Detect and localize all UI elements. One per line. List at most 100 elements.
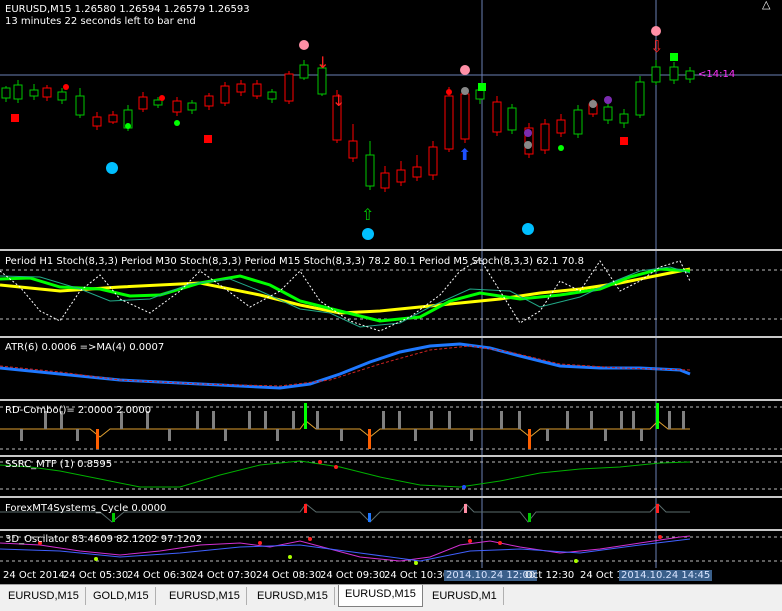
- crosshair-time-tick: 2014.10.24 14:45: [619, 570, 713, 581]
- candle-body: [556, 119, 566, 134]
- oscillator-lines: [0, 531, 782, 568]
- cycle-line: [0, 503, 690, 523]
- candle-body: [365, 154, 375, 187]
- tab-eurusd-m1[interactable]: EURUSD,M1: [426, 587, 504, 605]
- time-tick: 24 Oct 08:30: [256, 570, 322, 581]
- stoch-h1-line: [0, 267, 691, 315]
- rd-combo-bars: [0, 401, 782, 455]
- candle-body: [299, 64, 309, 79]
- stoch-m15-line: [0, 266, 691, 328]
- tab-eurusd-m15-active[interactable]: EURUSD,M15: [338, 585, 423, 607]
- rd-bar: [640, 429, 643, 441]
- rd-bar: [668, 411, 671, 429]
- rd-bar: [224, 429, 227, 441]
- candle-body: [348, 140, 358, 159]
- rd-bar: [398, 411, 401, 429]
- bar-timer: 13 minutes 22 seconds left to bar end: [5, 16, 196, 27]
- down-arrow-icon: ⇩: [650, 37, 663, 56]
- candle-body: [412, 166, 422, 178]
- candle-body: [475, 89, 485, 100]
- down-arrow-icon: ↓: [316, 53, 329, 72]
- rd-bar: [196, 411, 199, 429]
- candle-body: [92, 116, 102, 127]
- time-tick: 24 Oct 06:30: [127, 570, 193, 581]
- main-chart-pane[interactable]: ↓ ↓ ⇩ ⇧ ⬆ EURUSD,M15 1.26580 1.26594 1.26579…: [0, 0, 782, 249]
- oscillator-signal-line: [0, 538, 691, 562]
- atr-line: [0, 342, 691, 390]
- signal-dot: [446, 89, 452, 95]
- rd-combo-pane[interactable]: RD-Combo()= 2.0000 2.0000: [0, 401, 782, 455]
- candle-body: [396, 169, 406, 183]
- candle-body: [187, 102, 197, 111]
- stoch-pane[interactable]: Period H1 Stoch(8,3,3) Period M30 Stoch(…: [0, 251, 782, 336]
- time-axis: 24 Oct 2014 24 Oct 05:30 24 Oct 06:30 24…: [0, 568, 782, 584]
- rd-bar: [414, 429, 417, 441]
- signal-dot: [604, 96, 612, 104]
- rd-bar: [60, 411, 63, 429]
- signal-dot: [589, 100, 597, 108]
- candle-body: [267, 91, 277, 100]
- candle-body: [492, 101, 502, 133]
- oscillator-dot: [258, 541, 262, 545]
- ssrc-dot: [318, 460, 322, 464]
- ssrc-dot: [462, 485, 466, 489]
- oscillator-dot: [94, 557, 98, 561]
- oscillator-label: 3D_Oscilator 83.4609 82.1202 97.1202: [5, 534, 203, 545]
- ssrc-label: SSRC_MTF (1) 0.8595: [5, 459, 113, 470]
- oscillator-dot: [574, 559, 578, 563]
- rd-bar: [212, 411, 215, 429]
- close-icon[interactable]: △: [762, 0, 771, 11]
- signal-dot: [174, 120, 180, 126]
- oscillator-dot: [288, 555, 292, 559]
- rd-bar: [292, 411, 295, 429]
- atr-ma-line: [0, 345, 691, 387]
- candle-body: [317, 67, 327, 95]
- signal-dot: [63, 84, 69, 90]
- rd-bar: [632, 411, 635, 429]
- oscillator-dot: [308, 537, 312, 541]
- stoch-lines: [0, 251, 782, 336]
- signal-dot: [125, 123, 131, 129]
- tab-eurusd-m15[interactable]: EURUSD,M15: [163, 587, 247, 605]
- signal-dot: [524, 129, 532, 137]
- rd-bar: [500, 411, 503, 429]
- candle-body: [619, 113, 629, 124]
- rd-bar: [620, 411, 623, 429]
- rd-bar: [546, 429, 549, 441]
- signal-dot: [651, 26, 661, 36]
- time-tick: 24 Oct 10:30: [384, 570, 450, 581]
- ssrc-line: [0, 460, 691, 488]
- rd-bar: [120, 411, 123, 429]
- candle-body: [75, 95, 85, 116]
- oscillator-dot: [468, 539, 472, 543]
- candle-body: [380, 172, 390, 189]
- candle-body: [685, 70, 695, 80]
- candle-body: [540, 123, 550, 151]
- oscillator-pane[interactable]: 3D_Oscilator 83.4609 82.1202 97.1202: [0, 531, 782, 568]
- atr-pane[interactable]: ATR(6) 0.0006 =>MA(4) 0.0007: [0, 338, 782, 399]
- candle-body: [669, 66, 679, 81]
- cycle-signal: [656, 504, 659, 513]
- candle-body: [236, 83, 246, 93]
- rd-bar: [382, 411, 385, 429]
- rd-bar: [566, 411, 569, 429]
- rd-bar: [44, 411, 47, 429]
- ssrc-line: [0, 457, 782, 496]
- chart-tabs: EURUSD,M15 GOLD,M15 EURUSD,M15 EURUSD,M1…: [0, 584, 782, 611]
- rd-signal-bar: [368, 429, 371, 449]
- tab-eurusd-m15[interactable]: EURUSD,M15: [2, 587, 86, 605]
- rd-bar: [340, 429, 343, 441]
- stoch-label: Period H1 Stoch(8,3,3) Period M30 Stoch(…: [5, 256, 584, 267]
- ssrc-pane[interactable]: SSRC_MTF (1) 0.8595: [0, 457, 782, 496]
- tab-eurusd-m15[interactable]: EURUSD,M15: [251, 587, 335, 605]
- candle-body: [1, 87, 11, 99]
- rd-bar: [604, 429, 607, 441]
- rd-bar: [168, 429, 171, 441]
- candle-body: [42, 87, 52, 98]
- up-arrow-icon: ⇧: [361, 205, 374, 224]
- rd-signal-bar: [96, 429, 99, 449]
- candle-body: [138, 96, 148, 110]
- cycle-pane[interactable]: ForexMT4Systems_Cycle 0.0000: [0, 498, 782, 529]
- tab-gold-m15[interactable]: GOLD,M15: [87, 587, 156, 605]
- chart-title: EURUSD,M15 1.26580 1.26594 1.26579 1.265…: [5, 4, 250, 15]
